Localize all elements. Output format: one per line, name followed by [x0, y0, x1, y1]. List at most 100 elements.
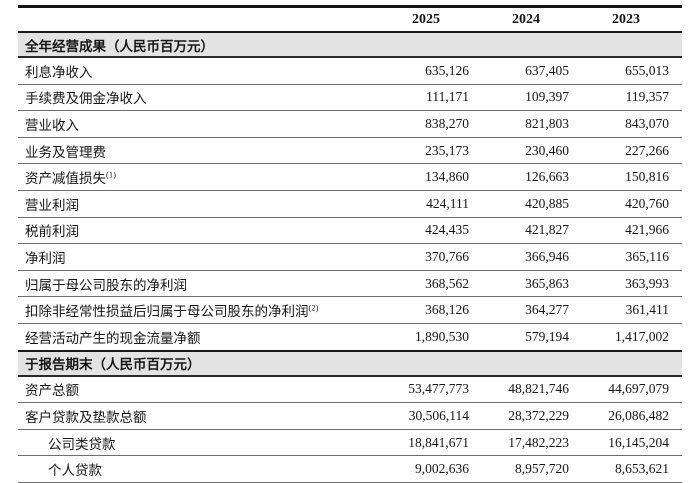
section-header-row: 于报告期末（人民币百万元） [18, 349, 682, 377]
value-cell: 235,173 [382, 137, 482, 165]
row-label-cell: 业务及管理费 [18, 137, 382, 165]
row-label-text: 公司类贷款 [48, 436, 116, 452]
year-column-header-2023: 2023 [612, 11, 640, 27]
year-column-header-2024: 2024 [512, 11, 540, 27]
financial-summary-table: 2025 2024 2023 全年经营成果（人民币百万元） 利息净收入 635,12… [18, 5, 682, 483]
value-cell: 424,435 [382, 217, 482, 245]
value-cell: 424,111 [382, 190, 482, 218]
value-cell: 635,126 [382, 57, 482, 85]
value-cell: 26,086,482 [582, 402, 682, 430]
row-label-cell: 客户贷款及垫款总额 [18, 402, 382, 430]
value-cell: 838,270 [382, 110, 482, 138]
value-cell: 421,827 [482, 217, 582, 245]
row-label-text: 业务及管理费 [25, 144, 106, 160]
value-cell: 365,116 [582, 243, 682, 271]
table-row: 归属于母公司股东的净利润 368,562 365,863 363,993 [18, 270, 682, 298]
table-row: 净利润 370,766 366,946 365,116 [18, 243, 682, 271]
row-label-text: 经营活动产生的现金流量净额 [25, 330, 201, 346]
value-cell: 655,013 [582, 57, 682, 85]
section-header-label: 于报告期末（人民币百万元） [18, 349, 682, 377]
table-row: 经营活动产生的现金流量净额 1,890,530 579,194 1,417,002 [18, 323, 682, 352]
table-row: 利息净收入 635,126 637,405 655,013 [18, 57, 682, 85]
table-row: 手续费及佣金净收入 111,171 109,397 119,357 [18, 84, 682, 112]
value-cell: 8,653,621 [582, 455, 682, 483]
table-row: 税前利润 424,435 421,827 421,966 [18, 217, 682, 245]
value-cell: 821,803 [482, 110, 582, 138]
value-cell: 368,126 [382, 296, 482, 324]
row-label-cell: 手续费及佣金净收入 [18, 84, 382, 112]
table-row: 资产减值损失(1) 134,860 126,663 150,816 [18, 163, 682, 191]
value-cell: 421,966 [582, 217, 682, 245]
value-cell: 637,405 [482, 57, 582, 85]
table-row: 客户贷款及垫款总额 30,506,114 28,372,229 26,086,482 [18, 402, 682, 430]
value-cell: 150,816 [582, 163, 682, 191]
value-cell: 420,885 [482, 190, 582, 218]
row-label-text: 个人贷款 [48, 463, 102, 479]
row-label-cell: 利息净收入 [18, 57, 382, 85]
value-cell: 16,145,204 [582, 429, 682, 457]
value-cell: 227,266 [582, 137, 682, 165]
row-label-cell: 税前利润 [18, 217, 382, 245]
row-label-text: 扣除非经常性损益后归属于母公司股东的净利润 [25, 304, 309, 320]
row-label-text: 手续费及佣金净收入 [25, 91, 147, 107]
row-label-cell: 归属于母公司股东的净利润 [18, 270, 382, 298]
footnote-reference: (1) [106, 169, 116, 180]
value-cell: 109,397 [482, 84, 582, 112]
value-cell: 420,760 [582, 190, 682, 218]
value-cell: 364,277 [482, 296, 582, 324]
financial-summary-table-container: 2025 2024 2023 全年经营成果（人民币百万元） 利息净收入 635,12… [18, 5, 682, 483]
value-cell: 366,946 [482, 243, 582, 271]
row-label-text: 利息净收入 [25, 64, 93, 80]
table-row: 个人贷款 9,002,636 8,957,720 8,653,621 [18, 455, 682, 483]
value-cell: 134,860 [382, 163, 482, 191]
row-label-text: 营业收入 [25, 117, 79, 133]
value-cell: 370,766 [382, 243, 482, 271]
row-label-cell: 扣除非经常性损益后归属于母公司股东的净利润(2) [18, 296, 382, 324]
row-label-text: 净利润 [25, 250, 66, 266]
row-label-cell: 净利润 [18, 243, 382, 271]
value-cell: 579,194 [482, 323, 582, 352]
value-cell: 44,697,079 [582, 375, 682, 404]
value-cell: 119,357 [582, 84, 682, 112]
empty-header-cell [18, 7, 382, 33]
table-row: 业务及管理费 235,173 230,460 227,266 [18, 137, 682, 165]
value-cell: 8,957,720 [482, 455, 582, 483]
table-row: 营业收入 838,270 821,803 843,070 [18, 110, 682, 138]
row-label-cell: 资产总额 [18, 375, 382, 404]
value-cell: 230,460 [482, 137, 582, 165]
row-label-text: 客户贷款及垫款总额 [25, 409, 147, 425]
value-cell: 363,993 [582, 270, 682, 298]
table-row: 资产总额 53,477,773 48,821,746 44,697,079 [18, 375, 682, 404]
value-cell: 368,562 [382, 270, 482, 298]
year-column-header-2025: 2025 [412, 11, 440, 27]
row-label-text: 税前利润 [25, 224, 79, 240]
table-body: 全年经营成果（人民币百万元） 利息净收入 635,126 637,405 655,013… [18, 31, 682, 483]
value-cell: 48,821,746 [482, 375, 582, 404]
value-cell: 17,482,223 [482, 429, 582, 457]
table-row: 扣除非经常性损益后归属于母公司股东的净利润(2) 368,126 364,277 36… [18, 296, 682, 324]
value-cell: 1,417,002 [582, 323, 682, 352]
row-label-cell: 营业利润 [18, 190, 382, 218]
section-header-row: 全年经营成果（人民币百万元） [18, 31, 682, 58]
value-cell: 843,070 [582, 110, 682, 138]
row-label-text: 营业利润 [25, 197, 79, 213]
row-label-text: 资产减值损失 [25, 171, 106, 187]
row-label-text: 归属于母公司股东的净利润 [25, 277, 187, 293]
value-cell: 1,890,530 [382, 323, 482, 352]
value-cell: 126,663 [482, 163, 582, 191]
value-cell: 30,506,114 [382, 402, 482, 430]
row-label-text: 资产总额 [25, 383, 79, 399]
value-cell: 53,477,773 [382, 375, 482, 404]
value-cell: 111,171 [382, 84, 482, 112]
table-header-row: 2025 2024 2023 [18, 7, 682, 33]
section-header-label: 全年经营成果（人民币百万元） [18, 31, 682, 58]
value-cell: 28,372,229 [482, 402, 582, 430]
footnote-reference: (2) [308, 302, 319, 313]
row-label-cell: 经营活动产生的现金流量净额 [18, 323, 382, 352]
row-label-cell: 资产减值损失(1) [18, 163, 382, 191]
row-label-cell: 公司类贷款 [18, 429, 382, 457]
row-label-cell: 营业收入 [18, 110, 382, 138]
value-cell: 365,863 [482, 270, 582, 298]
value-cell: 361,411 [582, 296, 682, 324]
table-row: 公司类贷款 18,841,671 17,482,223 16,145,204 [18, 429, 682, 457]
